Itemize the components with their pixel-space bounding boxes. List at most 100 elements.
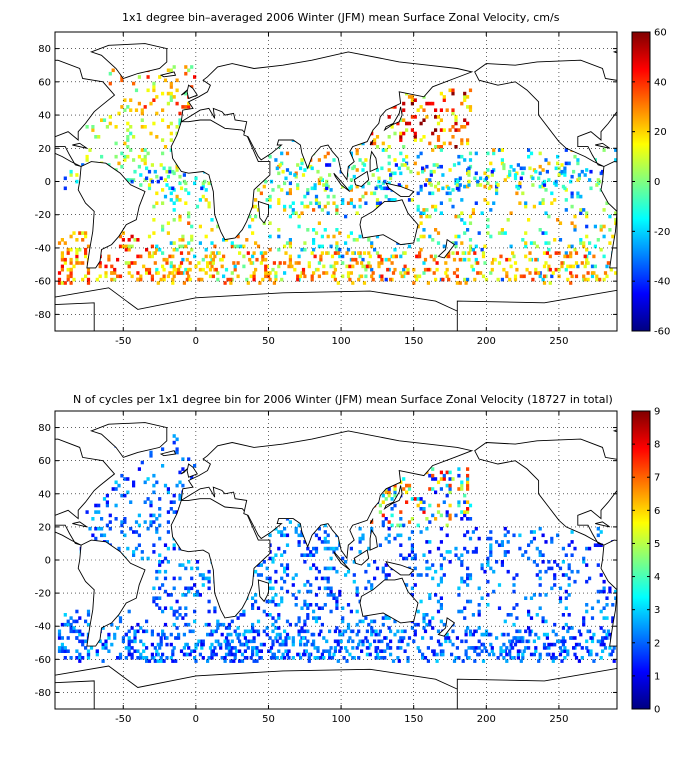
data-bin xyxy=(434,108,438,112)
data-bin xyxy=(288,171,292,176)
data-bin xyxy=(513,173,518,177)
data-bin xyxy=(452,257,457,262)
data-bin xyxy=(410,530,414,534)
data-bin xyxy=(500,543,504,547)
data-bin xyxy=(172,247,176,252)
data-bin xyxy=(576,194,580,199)
data-bin xyxy=(113,632,117,637)
data-bin xyxy=(134,88,139,93)
data-bin xyxy=(136,649,140,653)
data-bin xyxy=(271,586,275,591)
data-bin xyxy=(322,183,326,187)
data-bin xyxy=(436,503,441,508)
data-bin xyxy=(434,477,438,481)
data-bin xyxy=(216,626,220,630)
data-bin xyxy=(556,218,560,222)
data-bin xyxy=(419,121,423,126)
data-bin xyxy=(403,629,407,634)
data-bin xyxy=(585,234,589,239)
data-bin xyxy=(463,277,467,282)
data-bin xyxy=(201,194,205,199)
data-bin xyxy=(329,188,333,192)
data-bin xyxy=(448,88,452,93)
data-bin xyxy=(152,596,156,600)
data-bin xyxy=(387,526,391,531)
data-bin xyxy=(283,656,287,660)
data-bin xyxy=(451,88,455,93)
data-bin xyxy=(561,560,565,564)
data-bin xyxy=(377,632,381,637)
data-bin xyxy=(166,101,170,106)
data-bin xyxy=(439,211,443,215)
data-bin xyxy=(428,622,432,627)
data-bin xyxy=(159,642,163,647)
data-bin xyxy=(307,656,311,660)
data-bin xyxy=(451,642,455,647)
coastline xyxy=(600,539,617,647)
data-bin xyxy=(486,579,490,584)
data-bin xyxy=(155,247,159,252)
data-bin xyxy=(603,646,608,650)
data-bin xyxy=(422,616,426,620)
top-plot-content xyxy=(55,32,617,331)
data-bin xyxy=(351,166,355,171)
data-bin xyxy=(518,181,522,186)
data-bin xyxy=(532,560,536,564)
data-bin xyxy=(502,642,506,647)
data-bin xyxy=(460,517,464,521)
data-bin xyxy=(473,251,477,255)
data-bin xyxy=(358,536,362,541)
data-bin xyxy=(184,622,188,627)
data-bin xyxy=(285,566,290,571)
data-bin xyxy=(336,281,340,285)
data-bin xyxy=(611,603,615,607)
data-bin xyxy=(431,467,435,471)
data-bin xyxy=(172,500,176,504)
data-bin xyxy=(143,125,147,129)
data-bin xyxy=(127,238,131,242)
data-bin xyxy=(158,586,162,591)
data-bin xyxy=(280,277,284,282)
data-bin xyxy=(380,274,384,279)
data-bin xyxy=(184,105,188,109)
data-bin xyxy=(72,264,76,269)
data-bin xyxy=(319,257,323,262)
data-bin xyxy=(245,639,249,644)
data-bin xyxy=(84,234,88,239)
data-bin xyxy=(532,530,536,534)
data-bin xyxy=(309,566,313,571)
data-bin xyxy=(175,78,179,83)
data-bin xyxy=(194,659,198,663)
data-bin xyxy=(468,517,473,521)
data-bin xyxy=(338,254,342,259)
data-bin xyxy=(432,163,436,167)
data-bin xyxy=(455,186,459,191)
data-bin xyxy=(466,138,470,142)
data-bin xyxy=(118,234,123,239)
data-bin xyxy=(367,238,371,242)
colorbar-tick-label: 5 xyxy=(654,539,660,550)
coastline xyxy=(600,161,617,269)
data-bin xyxy=(190,247,194,252)
data-bin xyxy=(495,540,499,544)
data-bin xyxy=(143,148,147,152)
data-bin xyxy=(224,646,229,650)
data-bin xyxy=(354,257,358,262)
data-bin xyxy=(194,176,198,181)
data-bin xyxy=(377,176,381,181)
data-bin xyxy=(184,267,188,272)
data-bin xyxy=(460,553,464,557)
data-bin xyxy=(332,652,336,657)
data-bin xyxy=(69,656,73,660)
data-bin xyxy=(214,639,218,644)
data-bin xyxy=(447,636,451,640)
data-bin xyxy=(364,191,368,196)
bottom-plot-content xyxy=(55,411,617,709)
coastline xyxy=(55,680,95,709)
data-bin xyxy=(367,579,371,584)
data-bin xyxy=(511,251,515,255)
data-bin xyxy=(528,257,532,262)
data-bin xyxy=(598,277,602,282)
data-bin xyxy=(547,214,551,219)
data-bin xyxy=(166,546,170,551)
